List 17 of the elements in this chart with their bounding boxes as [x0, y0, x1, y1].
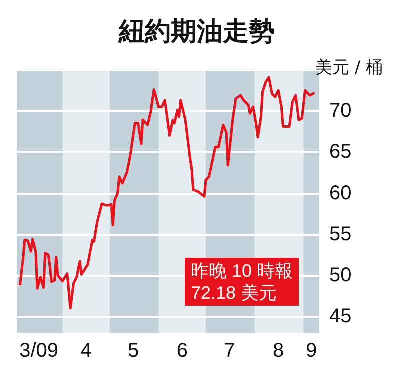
y-tick-label: 65 — [329, 141, 352, 164]
x-tick-label: 8 — [272, 340, 284, 362]
y-tick-label: 70 — [329, 100, 352, 122]
annotation: 昨晚 10 時報 72.18 美元 — [191, 261, 294, 303]
x-tick-label: 9 — [306, 340, 318, 362]
chart-title: 紐約期油走勢 — [118, 17, 275, 47]
y-tick-label: 60 — [329, 182, 352, 204]
y-axis-title: 美元 / 桶 — [315, 58, 384, 78]
y-tick-label: 55 — [329, 223, 352, 246]
x-tick-label: 5 — [128, 340, 140, 362]
x-tick-label: 7 — [224, 340, 236, 362]
y-tick-label: 45 — [329, 306, 352, 328]
line-series — [18, 76, 316, 310]
x-tick-label: 6 — [176, 340, 188, 362]
y-tick-label: 50 — [329, 264, 352, 286]
x-tick-label: 4 — [80, 340, 92, 362]
x-tick-label: 3/09 — [20, 340, 59, 362]
